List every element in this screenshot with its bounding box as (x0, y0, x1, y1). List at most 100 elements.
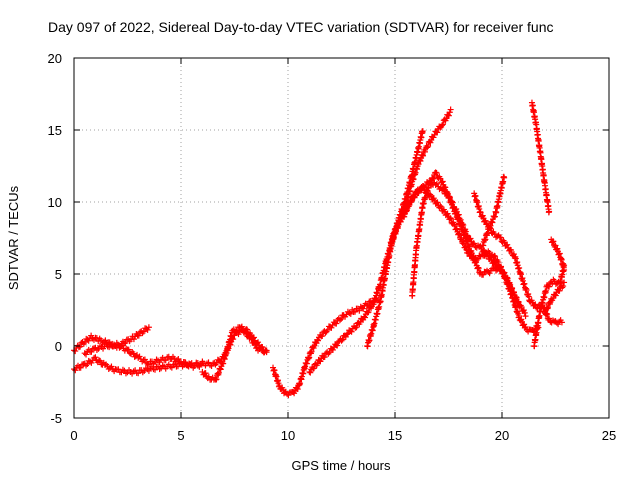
data-point (218, 359, 225, 366)
data-point (418, 186, 425, 193)
y-tick-label: 0 (55, 339, 62, 354)
data-point (484, 220, 491, 227)
data-point (88, 359, 95, 366)
data-point (130, 336, 137, 343)
data-points (71, 99, 568, 399)
data-point (356, 307, 363, 314)
data-point (447, 106, 454, 113)
data-point (561, 267, 568, 274)
data-point (119, 342, 126, 349)
data-point (72, 348, 79, 355)
data-point (417, 158, 424, 165)
series-track-13 (528, 99, 553, 216)
data-point (348, 328, 355, 335)
data-point (307, 369, 314, 376)
data-point (497, 264, 504, 271)
data-point (401, 213, 408, 220)
y-axis-label: SDTVAR / TECUs (6, 185, 21, 290)
data-point (504, 241, 511, 248)
x-tick-label: 20 (495, 428, 509, 443)
data-point (434, 129, 441, 136)
data-point (556, 287, 563, 294)
data-point (310, 365, 317, 372)
series-track-1 (71, 326, 270, 377)
data-point (360, 305, 367, 312)
data-point (362, 314, 369, 321)
data-point (85, 337, 92, 344)
data-point (471, 255, 478, 262)
data-point (515, 299, 522, 306)
data-point (467, 235, 474, 242)
data-point (491, 213, 498, 220)
data-point (439, 122, 446, 129)
data-point (442, 184, 449, 191)
series-track-3 (81, 339, 206, 371)
data-point (403, 207, 410, 214)
data-point (503, 276, 510, 283)
data-point (445, 112, 452, 119)
data-point (491, 258, 498, 265)
series-track-14 (531, 262, 568, 350)
data-point (328, 324, 335, 331)
data-point (145, 361, 152, 368)
data-point (408, 197, 415, 204)
series-track-5 (270, 295, 381, 399)
data-point (403, 208, 410, 215)
data-point (144, 326, 151, 333)
data-point (484, 251, 491, 258)
data-point (324, 326, 331, 333)
data-point (321, 354, 328, 361)
data-point (546, 283, 553, 290)
data-point (561, 279, 568, 286)
data-point (333, 320, 340, 327)
series-track-7 (364, 128, 426, 350)
data-point (135, 370, 142, 377)
data-point (508, 246, 515, 253)
data-point (473, 259, 480, 266)
data-point (162, 357, 169, 364)
data-point (427, 191, 434, 198)
data-point (550, 295, 557, 302)
data-point (546, 208, 553, 215)
data-point (558, 319, 565, 326)
y-axis-ticks: -5 0 5 10 15 20 (48, 51, 609, 426)
data-point (437, 202, 444, 209)
data-point (508, 284, 515, 291)
y-tick-label: 15 (48, 123, 62, 138)
data-point (420, 152, 427, 159)
series-track-15 (548, 236, 568, 274)
data-point (522, 323, 529, 330)
data-point (501, 174, 508, 181)
data-point (317, 358, 324, 365)
data-point (560, 283, 567, 290)
y-tick-label: 10 (48, 195, 62, 210)
data-point (546, 315, 553, 322)
y-tick-label: 20 (48, 51, 62, 66)
data-point (339, 336, 346, 343)
data-point (447, 215, 454, 222)
data-point (213, 376, 220, 383)
data-point (352, 324, 359, 331)
data-point (493, 267, 500, 274)
data-point (77, 343, 84, 350)
data-point (471, 240, 478, 247)
data-point (433, 180, 440, 187)
data-point (486, 223, 493, 230)
data-point (405, 202, 412, 209)
data-point (446, 109, 453, 116)
data-point (544, 305, 551, 312)
data-point (514, 300, 521, 307)
series-track-16 (541, 279, 568, 317)
x-tick-label: 25 (602, 428, 616, 443)
data-point (456, 230, 463, 237)
data-point (479, 212, 486, 219)
data-point (427, 180, 434, 187)
data-point (439, 121, 446, 128)
data-point (338, 315, 345, 322)
data-point (425, 143, 432, 150)
data-point (72, 367, 79, 374)
data-point (475, 265, 482, 272)
y-tick-label: -5 (50, 411, 62, 426)
data-point (550, 238, 557, 245)
